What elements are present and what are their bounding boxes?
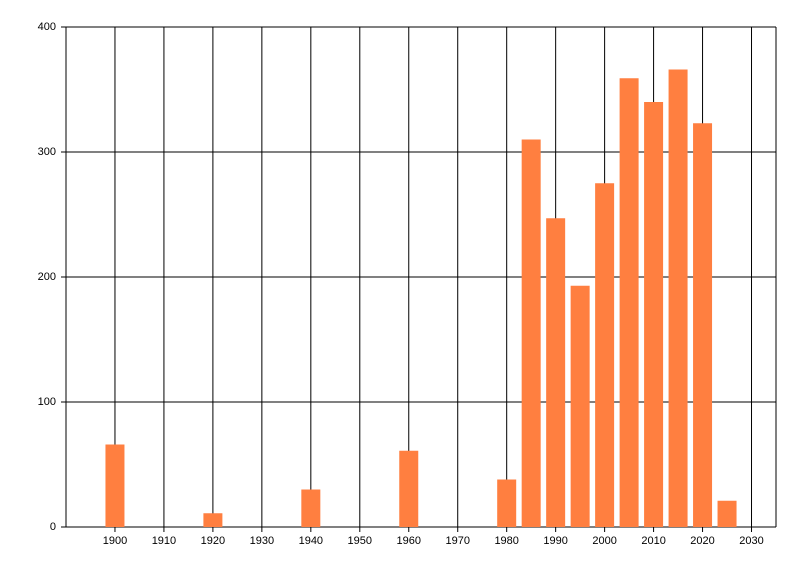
y-tick-label: 200 — [38, 271, 56, 283]
bar — [668, 69, 688, 527]
x-tick-label: 2030 — [739, 535, 763, 547]
bar — [105, 444, 125, 527]
bar — [717, 500, 737, 527]
x-tick-label: 1930 — [250, 535, 274, 547]
bar — [546, 218, 566, 527]
bar — [693, 123, 713, 527]
y-tick-label: 400 — [38, 21, 56, 33]
bar — [497, 479, 517, 527]
bar — [521, 139, 541, 527]
bar — [595, 183, 615, 527]
bar — [570, 285, 590, 527]
bar — [619, 78, 639, 527]
bar — [399, 450, 419, 527]
bar — [203, 513, 223, 527]
x-tick-label: 1950 — [348, 535, 372, 547]
x-tick-label: 1940 — [299, 535, 323, 547]
y-tick-label: 0 — [50, 521, 56, 533]
y-tick-label: 100 — [38, 396, 56, 408]
x-tick-label: 1910 — [152, 535, 176, 547]
x-tick-label: 1970 — [445, 535, 469, 547]
x-tick-label: 2000 — [592, 535, 616, 547]
x-tick-label: 2010 — [641, 535, 665, 547]
x-tick-label: 2020 — [690, 535, 714, 547]
x-tick-label: 1960 — [397, 535, 421, 547]
bar — [301, 489, 321, 527]
x-tick-label: 1990 — [543, 535, 567, 547]
bar — [644, 102, 664, 527]
x-tick-label: 1920 — [201, 535, 225, 547]
x-tick-label: 1980 — [494, 535, 518, 547]
y-tick-label: 300 — [38, 146, 56, 158]
x-tick-label: 1900 — [103, 535, 127, 547]
